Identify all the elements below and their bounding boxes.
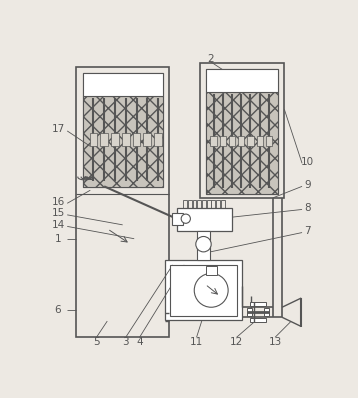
Bar bbox=[200, 63, 284, 198]
Text: 13: 13 bbox=[268, 337, 282, 347]
Bar bbox=[202, 200, 206, 208]
Bar bbox=[83, 73, 163, 96]
Text: 6: 6 bbox=[55, 304, 61, 314]
Bar bbox=[188, 200, 192, 208]
Bar bbox=[100, 133, 108, 146]
Text: 17: 17 bbox=[51, 124, 64, 134]
Bar bbox=[90, 133, 97, 146]
Circle shape bbox=[194, 273, 228, 307]
Bar bbox=[206, 92, 278, 194]
Bar bbox=[83, 96, 163, 187]
Circle shape bbox=[196, 236, 211, 252]
Bar bbox=[247, 308, 252, 316]
Bar bbox=[264, 308, 269, 316]
Bar bbox=[77, 67, 169, 337]
Bar bbox=[154, 133, 162, 146]
Text: 16: 16 bbox=[51, 197, 64, 207]
Bar bbox=[251, 302, 266, 306]
Bar bbox=[251, 318, 266, 322]
Bar bbox=[165, 260, 242, 320]
Circle shape bbox=[181, 214, 190, 223]
Text: 10: 10 bbox=[301, 157, 314, 167]
Bar bbox=[183, 200, 187, 208]
Bar bbox=[206, 266, 217, 275]
Text: 4: 4 bbox=[136, 337, 143, 347]
Bar bbox=[197, 231, 211, 260]
Bar bbox=[247, 136, 253, 146]
Text: 7: 7 bbox=[304, 226, 311, 236]
Bar bbox=[193, 200, 197, 208]
Text: 11: 11 bbox=[190, 337, 203, 347]
Bar bbox=[206, 69, 278, 92]
Bar bbox=[238, 136, 244, 146]
Bar bbox=[170, 265, 237, 316]
Bar bbox=[211, 200, 215, 208]
Text: 12: 12 bbox=[230, 337, 243, 347]
Bar bbox=[266, 136, 272, 146]
Text: 2: 2 bbox=[207, 54, 214, 64]
Text: 14: 14 bbox=[51, 220, 64, 230]
Bar bbox=[211, 136, 217, 146]
Text: 3: 3 bbox=[122, 337, 129, 347]
Bar bbox=[257, 136, 263, 146]
Bar bbox=[229, 136, 235, 146]
Bar bbox=[176, 208, 232, 231]
Bar bbox=[207, 200, 211, 208]
Bar bbox=[133, 133, 140, 146]
Bar bbox=[83, 73, 163, 187]
Text: 5: 5 bbox=[93, 337, 100, 347]
Text: 15: 15 bbox=[51, 208, 64, 219]
Bar bbox=[216, 200, 220, 208]
Bar bbox=[144, 133, 151, 146]
Text: 9: 9 bbox=[304, 180, 311, 190]
Bar bbox=[206, 69, 278, 194]
Bar bbox=[197, 200, 201, 208]
Bar bbox=[221, 200, 225, 208]
Text: 1: 1 bbox=[55, 234, 61, 244]
Text: 8: 8 bbox=[304, 203, 311, 213]
Bar bbox=[111, 133, 119, 146]
Bar bbox=[122, 133, 130, 146]
Bar bbox=[220, 136, 226, 146]
Bar bbox=[172, 213, 183, 225]
